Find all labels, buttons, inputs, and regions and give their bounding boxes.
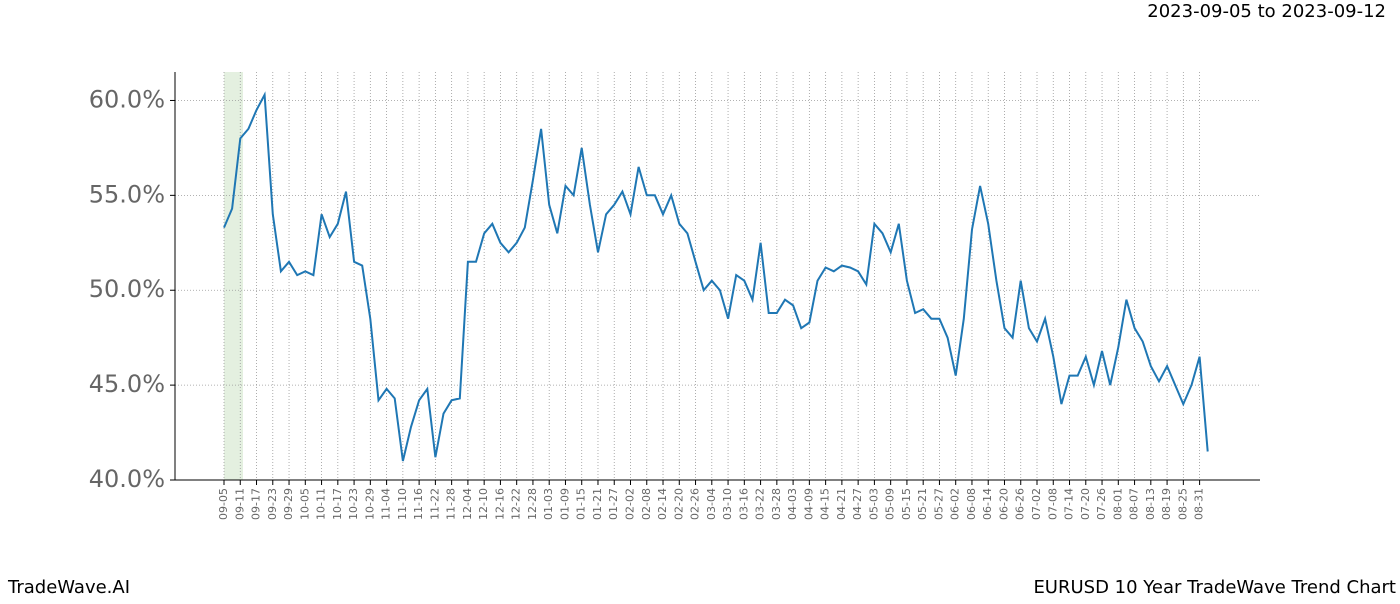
- x-tick-label: 09-29: [282, 488, 295, 520]
- x-tick-label: 01-09: [558, 488, 571, 520]
- x-tick-label: 10-11: [315, 488, 328, 520]
- x-tick-label: 06-20: [997, 488, 1010, 520]
- x-tick-label: 10-23: [347, 488, 360, 520]
- x-tick-label: 01-21: [591, 488, 604, 520]
- x-tick-label: 02-08: [640, 488, 653, 520]
- x-tick-label: 09-17: [250, 488, 263, 520]
- x-tick-label: 01-03: [542, 488, 555, 520]
- x-tick-label: 02-20: [672, 488, 685, 520]
- x-tick-label: 07-02: [1030, 488, 1043, 520]
- x-tick-label: 10-17: [331, 488, 344, 520]
- x-tick-label: 12-10: [477, 488, 490, 520]
- x-tick-label: 10-29: [363, 488, 376, 520]
- x-tick-label: 07-08: [1046, 488, 1059, 520]
- brand: TradeWave.AI: [7, 577, 130, 598]
- x-tick-label: 03-22: [754, 488, 767, 520]
- x-tick-label: 01-27: [607, 488, 620, 520]
- x-tick-label: 04-27: [851, 488, 864, 520]
- x-tick-label: 05-27: [932, 488, 945, 520]
- x-tick-label: 11-28: [445, 488, 458, 520]
- y-tick-label: 40.0%: [89, 465, 165, 493]
- x-tick-label: 06-14: [981, 488, 994, 520]
- x-tick-label: 06-08: [965, 488, 978, 520]
- x-tick-label: 12-22: [510, 488, 523, 520]
- line-series: [223, 91, 1209, 462]
- x-tick-label: 04-15: [819, 488, 832, 520]
- x-tick-label: 04-03: [786, 488, 799, 520]
- x-tick-label: 05-21: [916, 488, 929, 520]
- x-tick-label: 05-09: [884, 488, 897, 520]
- x-tick-label: 01-15: [575, 488, 588, 520]
- x-tick-label: 04-21: [835, 488, 848, 520]
- x-tick-label: 11-22: [428, 488, 441, 520]
- date-range: 2023-09-05 to 2023-09-12: [1147, 1, 1386, 22]
- y-tick-label: 55.0%: [89, 180, 165, 208]
- x-tick-label: 03-04: [705, 488, 718, 520]
- x-tick-label: 12-04: [461, 488, 474, 520]
- x-tick-label: 07-26: [1095, 488, 1108, 520]
- x-tick-label: 07-20: [1079, 488, 1092, 520]
- x-tick-label: 11-16: [412, 488, 425, 520]
- x-tick-label: 02-14: [656, 488, 669, 520]
- highlight-band: [224, 72, 243, 480]
- x-tick-label: 08-01: [1111, 488, 1124, 520]
- x-tick-label: 03-28: [770, 488, 783, 520]
- chart-title: EURUSD 10 Year TradeWave Trend Chart: [1033, 577, 1396, 598]
- x-tick-label: 08-07: [1128, 488, 1141, 520]
- x-tick-label: 07-14: [1063, 488, 1076, 520]
- x-tick-label: 06-26: [1014, 488, 1027, 520]
- x-tick-label: 11-04: [380, 488, 393, 520]
- x-tick-label: 03-10: [721, 488, 734, 520]
- y-tick-label: 60.0%: [89, 85, 165, 113]
- x-tick-label: 11-10: [396, 488, 409, 520]
- x-tick-label: 02-26: [689, 488, 702, 520]
- x-tick-label: 09-11: [233, 488, 246, 520]
- x-tick-label: 12-28: [526, 488, 539, 520]
- x-tick-label: 08-19: [1160, 488, 1173, 520]
- x-tick-label: 08-13: [1144, 488, 1157, 520]
- x-tick-label: 08-31: [1193, 488, 1206, 520]
- x-tick-label: 09-05: [217, 488, 230, 520]
- x-tick-label: 05-03: [867, 488, 880, 520]
- x-tick-label: 05-15: [900, 488, 913, 520]
- x-tick-label: 03-16: [737, 488, 750, 520]
- x-tick-label: 04-09: [802, 488, 815, 520]
- x-tick-label: 09-23: [266, 488, 279, 520]
- x-tick-label: 12-16: [493, 488, 506, 520]
- x-tick-label: 06-02: [949, 488, 962, 520]
- y-tick-label: 50.0%: [89, 275, 165, 303]
- x-tick-label: 02-02: [624, 488, 637, 520]
- y-tick-label: 45.0%: [89, 370, 165, 398]
- x-tick-label: 08-25: [1176, 488, 1189, 520]
- x-tick-label: 10-05: [298, 488, 311, 520]
